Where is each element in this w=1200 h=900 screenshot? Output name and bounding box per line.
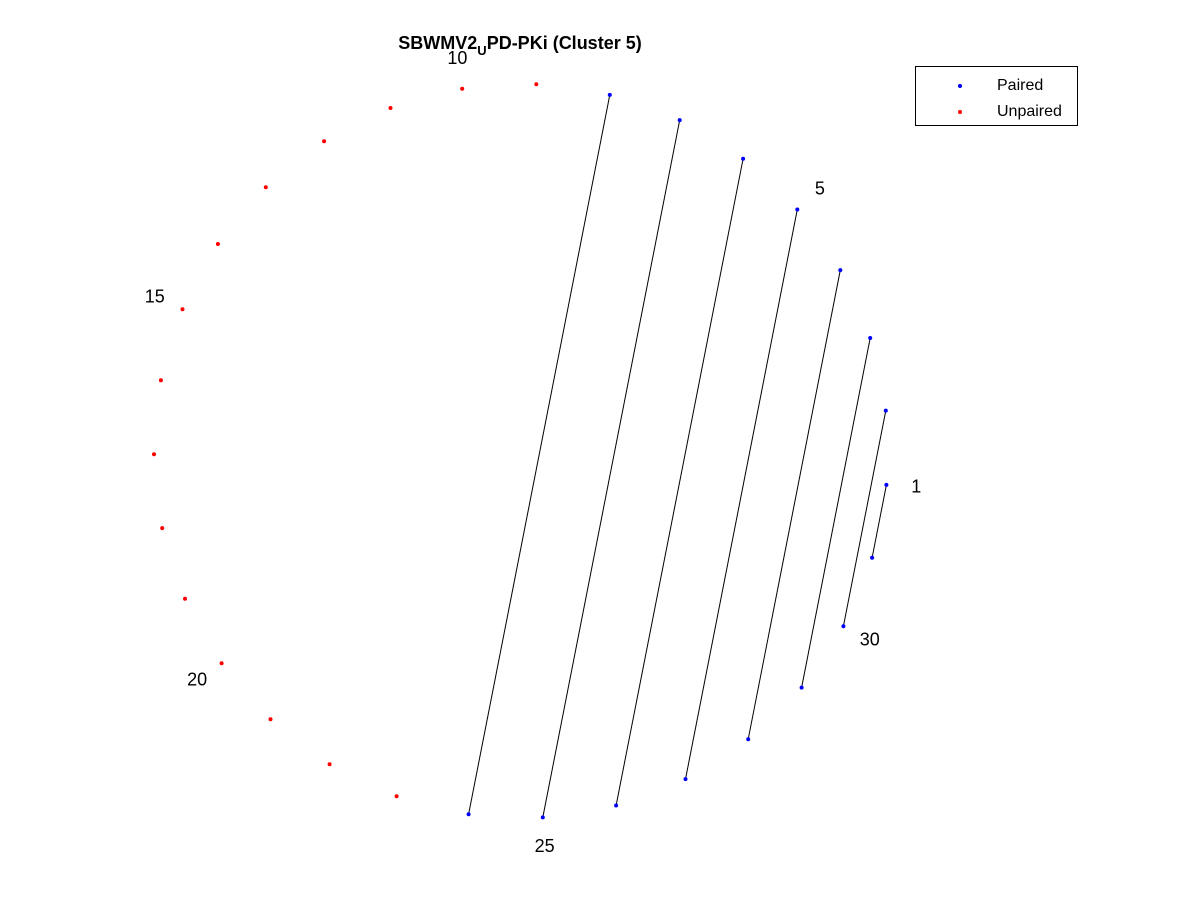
title-main: SBWMV2 <box>398 33 478 53</box>
unpaired-point-13 <box>263 185 268 190</box>
paired-point-27 <box>683 777 688 782</box>
legend-label-paired: Paired <box>997 77 1044 94</box>
legend-entry-unpaired: Unpaired <box>916 102 1077 124</box>
unpaired-point-10 <box>460 86 465 91</box>
pair-line-3-29 <box>801 337 871 688</box>
pair-lines <box>468 94 887 818</box>
pair-line-8-24 <box>468 94 611 815</box>
pair-line-5-27 <box>685 209 798 780</box>
paired-point-6 <box>741 156 746 161</box>
unpaired-point-22 <box>327 762 332 767</box>
paired-point-1 <box>884 482 889 487</box>
unpaired-point-15 <box>180 307 185 312</box>
position-label-15: 15 <box>145 286 165 306</box>
unpaired-point-16 <box>158 378 163 383</box>
unpaired-point-23 <box>394 794 399 799</box>
pair-line-1-31 <box>871 484 887 558</box>
pair-line-6-26 <box>615 158 744 806</box>
legend-entry-paired: Paired <box>916 76 1077 98</box>
unpaired-point-21 <box>268 717 273 722</box>
nucleotide-points <box>152 82 889 820</box>
position-label-30: 30 <box>860 629 880 649</box>
paired-point-8 <box>607 92 612 97</box>
unpaired-point-19 <box>183 596 187 601</box>
legend-label-unpaired: Unpaired <box>997 103 1062 120</box>
paired-point-3 <box>868 336 873 340</box>
paired-point-30 <box>841 624 846 629</box>
position-label-5: 5 <box>815 179 825 199</box>
legend: Paired Unpaired <box>915 66 1078 126</box>
title-rest: PD-PKi (Cluster 5) <box>486 33 642 53</box>
unpaired-point-18 <box>160 526 165 531</box>
paired-point-5 <box>795 207 800 212</box>
title-subscript: U <box>477 43 487 58</box>
paired-marker-icon <box>958 84 962 88</box>
unpaired-point-17 <box>152 452 156 457</box>
pair-line-7-25 <box>542 120 681 818</box>
unpaired-point-12 <box>322 139 327 144</box>
paired-point-31 <box>870 555 875 560</box>
paired-point-28 <box>746 737 751 742</box>
unpaired-point-20 <box>219 661 224 666</box>
paired-point-29 <box>799 685 804 690</box>
paired-point-7 <box>677 118 682 123</box>
unpaired-point-14 <box>215 242 220 246</box>
position-label-1: 1 <box>911 476 921 496</box>
paired-point-4 <box>838 268 843 273</box>
paired-point-24 <box>466 812 471 817</box>
paired-point-25 <box>540 815 545 820</box>
unpaired-point-11 <box>388 106 393 110</box>
position-label-20: 20 <box>187 669 207 689</box>
plot-title: SBWMV2UPD-PKi (Cluster 5) <box>0 33 1040 58</box>
pair-line-2-30 <box>842 410 887 627</box>
position-label-10: 10 <box>447 48 467 68</box>
unpaired-marker-icon <box>958 110 962 114</box>
unpaired-point-9 <box>534 82 539 87</box>
pair-line-4-28 <box>747 270 841 740</box>
paired-point-26 <box>614 803 619 808</box>
position-label-25: 25 <box>535 836 555 856</box>
paired-point-2 <box>883 408 888 413</box>
